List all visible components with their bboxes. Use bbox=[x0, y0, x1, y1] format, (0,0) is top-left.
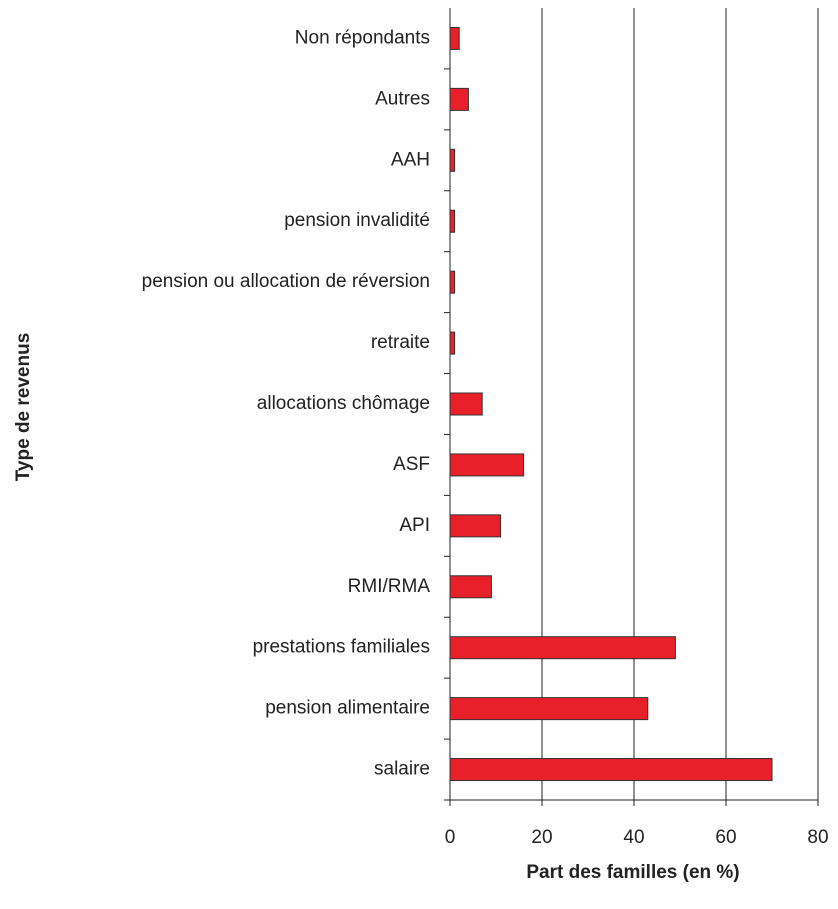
bar bbox=[449, 514, 502, 538]
x-tick-label: 40 bbox=[623, 827, 644, 848]
y-tick-label: AAH bbox=[391, 149, 430, 170]
x-tick-label: 0 bbox=[445, 827, 456, 848]
y-tick-label: RMI/RMA bbox=[348, 576, 431, 597]
y-tick-label: allocations chômage bbox=[257, 393, 430, 414]
bar bbox=[449, 636, 676, 660]
y-tick-label: Non répondants bbox=[295, 27, 430, 48]
x-tick-label: 60 bbox=[715, 827, 736, 848]
bar bbox=[449, 453, 525, 477]
y-tick-label: pension ou allocation de réversion bbox=[142, 271, 430, 292]
y-tick-label: ASF bbox=[393, 454, 430, 475]
bar bbox=[449, 270, 456, 294]
bar bbox=[449, 392, 483, 416]
y-tick-label: retraite bbox=[371, 332, 430, 353]
bar bbox=[449, 148, 456, 172]
bar bbox=[449, 697, 649, 721]
x-axis-title: Part des familles (en %) bbox=[526, 862, 739, 883]
bar bbox=[449, 87, 469, 111]
bar bbox=[449, 331, 456, 355]
bar bbox=[449, 209, 456, 233]
bar bbox=[449, 26, 460, 50]
x-tick-label: 80 bbox=[807, 827, 828, 848]
y-tick-label: Autres bbox=[375, 88, 430, 109]
y-tick-label: salaire bbox=[374, 759, 430, 780]
y-tick-label: pension alimentaire bbox=[265, 698, 430, 719]
y-tick-label: prestations familiales bbox=[253, 637, 430, 658]
bar bbox=[449, 758, 773, 782]
y-axis-title: Type de revenus bbox=[13, 333, 34, 482]
y-tick-label: pension invalidité bbox=[284, 210, 430, 231]
bar bbox=[449, 575, 492, 599]
y-tick-label: API bbox=[399, 515, 430, 536]
x-tick-label: 20 bbox=[531, 827, 552, 848]
